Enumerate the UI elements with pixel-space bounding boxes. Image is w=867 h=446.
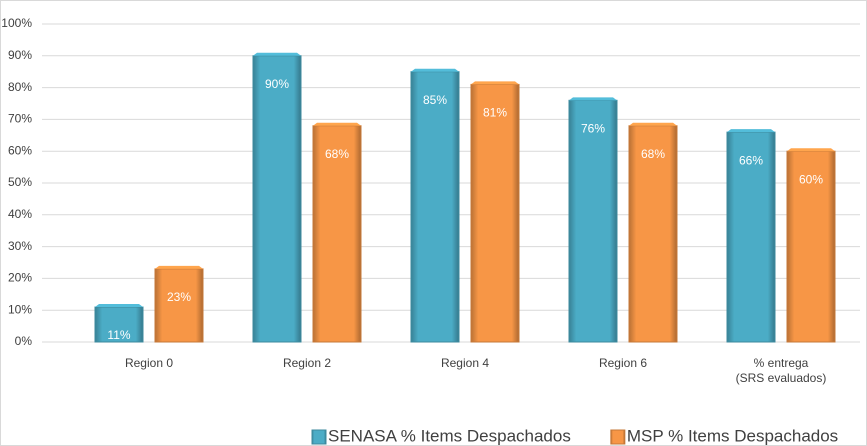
bar xyxy=(726,131,776,343)
y-tick-label: 80% xyxy=(8,80,32,94)
bar xyxy=(470,83,520,343)
y-tick-label: 0% xyxy=(15,334,33,348)
bar-top xyxy=(569,97,617,101)
bar-top xyxy=(471,81,519,85)
y-tick-label: 100% xyxy=(1,16,32,30)
x-tick-label: Region 6 xyxy=(599,356,647,370)
legend-swatch xyxy=(311,429,327,445)
value-label: 90% xyxy=(265,77,289,91)
legend-label: SENASA % Items Despachados xyxy=(328,426,571,445)
value-label: 23% xyxy=(167,290,191,304)
value-label: 66% xyxy=(739,153,763,167)
bar xyxy=(410,71,460,343)
x-tick-label: Region 0 xyxy=(125,356,173,370)
value-label: 60% xyxy=(799,172,823,186)
bar-top xyxy=(155,265,203,269)
bar xyxy=(786,150,836,343)
bar-top xyxy=(313,122,361,126)
bar xyxy=(94,306,144,343)
y-tick-label: 30% xyxy=(8,239,32,253)
bar-top xyxy=(95,304,143,308)
value-label: 68% xyxy=(641,147,665,161)
bar-top xyxy=(253,52,301,56)
legend-swatch xyxy=(610,429,626,445)
x-tick-label: % entrega (SRS evaluados) xyxy=(736,356,827,385)
y-tick-label: 70% xyxy=(8,112,32,126)
value-label: 76% xyxy=(581,121,605,135)
bar-top xyxy=(727,129,775,133)
x-tick-label: Region 4 xyxy=(441,356,489,370)
y-tick-label: 10% xyxy=(8,302,32,316)
y-tick-label: 90% xyxy=(8,48,32,62)
y-tick-label: 60% xyxy=(8,143,32,157)
x-tick-label: Region 2 xyxy=(283,356,331,370)
bar-top xyxy=(629,122,677,126)
value-label: 68% xyxy=(325,147,349,161)
bar xyxy=(568,99,618,343)
bar-top xyxy=(411,68,459,72)
value-label: 85% xyxy=(423,93,447,107)
bar xyxy=(312,125,362,343)
bar xyxy=(628,125,678,343)
bar xyxy=(252,55,302,343)
legend-label: MSP % Items Despachados xyxy=(627,426,838,445)
y-tick-label: 40% xyxy=(8,207,32,221)
value-label: 11% xyxy=(107,328,130,342)
y-tick-label: 50% xyxy=(8,175,32,189)
bar xyxy=(154,268,204,343)
value-label: 81% xyxy=(483,106,507,120)
y-tick-label: 20% xyxy=(8,271,32,285)
bar-top xyxy=(787,148,835,152)
